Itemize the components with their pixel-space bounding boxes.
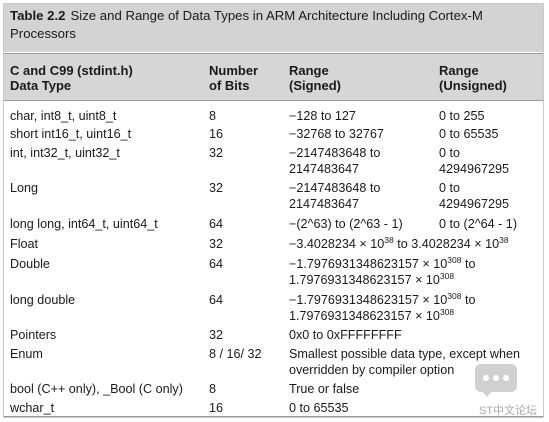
cell-bits: 32 (209, 146, 224, 160)
range-line: 2147483647 (289, 162, 360, 176)
cell-bits: 64 (209, 217, 224, 231)
range-text: to (461, 293, 476, 307)
cell-unsigned-range: 0 to 4294967295 (439, 180, 509, 212)
cell-signed-range: −2147483648 to 2147483647 (289, 145, 380, 177)
header-line: Range (439, 63, 479, 78)
cell-bits: 32 (209, 181, 224, 195)
cell-data-type: int, int32_t, uint32_t (10, 146, 120, 160)
header-line: (Signed) (289, 78, 341, 93)
cell-bits: 8 / 16/ 32 (209, 347, 262, 361)
header-line: Data Type (10, 78, 72, 93)
cell-bits: 64 (209, 293, 224, 307)
range-line: 0 to (439, 146, 461, 160)
cell-bits: 16 (209, 401, 224, 415)
column-header-signed: Range (Signed) (289, 63, 341, 93)
bottom-rule (4, 416, 543, 417)
bubble-dot (503, 375, 509, 381)
watermark: ST中文论坛 (473, 364, 543, 417)
range-line: −2147483648 to (289, 181, 381, 195)
cell-unsigned-range: 0 to 4294967295 (439, 145, 509, 177)
range-text: −1.7976931348623157 × 10 (289, 257, 448, 271)
range-text: 1.7976931348623157 × 10 (289, 309, 440, 323)
range-text: to 3.4028234 × 10 (393, 237, 500, 251)
cell-signed-range: Smallest possible data type, except when… (289, 346, 520, 378)
bubble-tail (481, 390, 493, 397)
cell-data-type: long long, int64_t, uint64_t (10, 217, 158, 231)
table-title: Size and Range of Data Types in ARM Arch… (10, 8, 483, 41)
header-line: of Bits (209, 78, 250, 93)
range-text: to (461, 257, 476, 271)
exponent: 308 (447, 255, 462, 265)
cell-unsigned-range: 0 to (2^64 - 1) (439, 217, 518, 231)
cell-data-type: Enum (10, 347, 43, 361)
chat-bubble-icon (475, 364, 517, 392)
range-line: −2147483648 to (289, 146, 381, 160)
watermark-text: ST中文论坛 (479, 405, 538, 417)
cell-signed-range: −32768 to 32767 (289, 127, 384, 141)
range-line: 0 to (439, 181, 461, 195)
cell-signed-range: 0 to 65535 (289, 401, 349, 415)
range-line: Smallest possible data type, except when (289, 347, 521, 361)
column-header-bits: Number of Bits (209, 63, 258, 93)
range-line: 4294967295 (439, 162, 510, 176)
range-line: 4294967295 (439, 197, 510, 211)
cell-signed-range: True or false (289, 382, 360, 396)
column-header-data-type: C and C99 (stdint.h) Data Type (10, 63, 133, 93)
cell-data-type: wchar_t (10, 401, 55, 415)
cell-signed-range: −2147483648 to 2147483647 (289, 180, 380, 212)
cell-data-type: short int16_t, uint16_t (10, 127, 132, 141)
cell-data-type: long double (10, 293, 76, 307)
cell-bits: 32 (209, 328, 224, 342)
table-number: Table 2.2 (10, 8, 66, 23)
cell-signed-range: −1.7976931348623157 × 10308 to 1.79769313… (289, 292, 476, 324)
cell-data-type: Pointers (10, 328, 57, 342)
cell-data-type: Double (10, 257, 50, 271)
header-line: (Unsigned) (439, 78, 507, 93)
cell-data-type: Float (10, 237, 38, 251)
exponent: 308 (447, 291, 462, 301)
range-line: 2147483647 (289, 197, 360, 211)
cell-bits: 32 (209, 237, 224, 251)
cell-signed-range: −1.7976931348623157 × 10308 to 1.79769313… (289, 256, 476, 288)
cell-bits: 64 (209, 257, 224, 271)
cell-bits: 16 (209, 127, 224, 141)
cell-bits: 8 (209, 109, 217, 123)
cell-signed-range: −(2^63) to (2^63 - 1) (289, 217, 403, 231)
column-header-unsigned: Range (Unsigned) (439, 63, 507, 93)
header-line: C and C99 (stdint.h) (10, 63, 133, 78)
exponent: 308 (439, 307, 455, 317)
exponent: 38 (499, 235, 509, 245)
table-header: C and C99 (stdint.h) Data Type Number of B… (4, 53, 543, 101)
cell-unsigned-range: 0 to 255 (439, 109, 485, 123)
range-line: overridden by compiler option (289, 363, 455, 377)
range-text: 1.7976931348623157 × 10 (289, 273, 440, 287)
bubble-dot (493, 375, 499, 381)
header-line: Range (289, 63, 329, 78)
range-text: −1.7976931348623157 × 10 (289, 293, 448, 307)
cell-signed-range: 0x0 to 0xFFFFFFFF (289, 328, 402, 342)
range-text: −3.4028234 × 10 (289, 237, 385, 251)
exponent: 38 (384, 235, 394, 245)
exponent: 308 (439, 271, 455, 281)
cell-signed-range: −3.4028234 × 1038 to 3.4028234 × 1038 (289, 236, 509, 252)
cell-bits: 8 (209, 382, 217, 396)
bubble-dot (483, 375, 489, 381)
cell-data-type: char, int8_t, uint8_t (10, 109, 117, 123)
table-frame: Table 2.2 Size and Range of Data Types in… (3, 3, 544, 418)
cell-data-type: Long (10, 181, 39, 195)
cell-unsigned-range: 0 to 65535 (439, 127, 499, 141)
header-line: Number (209, 63, 259, 78)
cell-signed-range: −128 to 127 (289, 109, 356, 123)
cell-data-type: bool (C++ only), _Bool (C only) (10, 382, 183, 396)
table-caption: Table 2.2 Size and Range of Data Types in… (4, 4, 543, 52)
